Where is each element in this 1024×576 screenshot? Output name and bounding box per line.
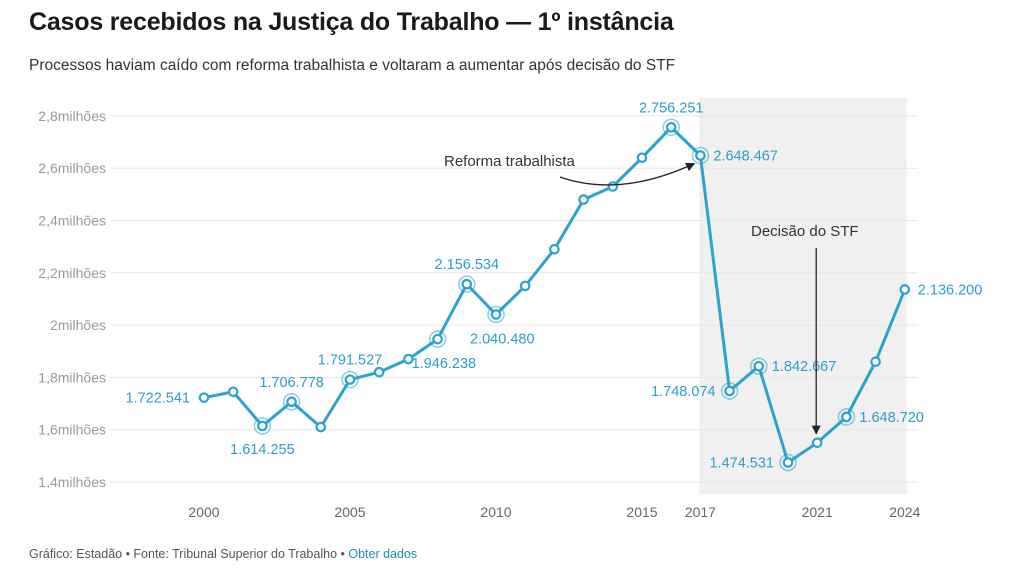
data-point [461,278,473,290]
footer-credit: Gráfico: Estadão • Fonte: Tribunal Super… [29,547,349,561]
data-label: 1.648.720 [859,410,924,426]
x-tick-label: 2017 [685,504,716,520]
data-label: 2.648.467 [713,149,778,165]
data-label: 1.946.238 [412,356,477,372]
y-tick-label: 2milhões [50,317,106,333]
data-label: 2.756.251 [639,100,704,116]
data-point [198,392,210,403]
data-point-halo [341,370,359,389]
data-point [695,150,706,161]
data-point [753,360,765,372]
data-label: 2.040.480 [470,332,535,348]
data-label: 2.156.534 [435,257,500,273]
data-label: 1.614.255 [230,442,295,458]
data-label: 1.748.074 [651,384,716,400]
data-point-halo [750,357,768,375]
data-point-halo [779,453,797,472]
data-label: 1.722.541 [125,391,190,407]
x-tick-label: 2010 [480,504,511,520]
data-label: 1.474.531 [709,456,774,472]
y-tick-label: 1,4milhões [38,474,106,490]
data-point [899,284,911,295]
x-tick-label: 2005 [334,504,365,520]
data-point [286,396,297,408]
y-tick-label: 2,4milhões [38,213,106,229]
data-point [432,333,443,345]
data-point-halo [662,118,680,137]
y-tick-label: 1,6milhões [38,422,106,438]
data-point [607,181,619,192]
data-point [549,243,560,255]
data-point [724,385,735,397]
y-tick-label: 2,2milhões [38,265,106,281]
data-label: 1.706.778 [259,375,324,391]
data-point [373,366,385,378]
data-point-halo [458,275,476,293]
data-point-halo [253,417,272,435]
data-point [578,194,589,205]
data-point [841,411,852,423]
chart-title: Casos recebidos na Justiça do Trabalho —… [29,8,674,36]
annotation-arrow [559,162,696,186]
x-tick-label: 2024 [889,504,920,520]
x-tick-label: 2015 [626,504,657,520]
data-point [782,457,794,468]
data-point-halo [691,146,710,165]
chart-subtitle: Processos haviam caído com reforma traba… [29,57,676,74]
data-point [257,420,268,432]
data-point-halo [428,330,447,348]
y-tick-label: 1,8milhões [38,369,106,385]
data-point [811,437,823,449]
data-point [636,152,648,164]
data-point [665,122,677,133]
data-label: 1.791.527 [318,353,383,369]
data-label: 1.842.667 [772,359,837,375]
x-tick-label: 2021 [802,504,833,520]
data-point [519,280,531,292]
data-point-halo [720,382,739,400]
annotation-label: Reforma trabalhista [444,153,576,170]
data-point [870,356,881,368]
data-label: 2.136.200 [918,282,983,298]
data-point-halo [487,305,505,324]
data-point [403,353,414,365]
data-point [227,386,239,398]
data-point [490,309,502,320]
y-tick-label: 2,8milhões [38,108,106,124]
annotation-label: Decisão do STF [751,223,859,240]
highlight-band [699,98,907,494]
x-tick-label: 2000 [188,504,219,520]
data-point [344,374,356,385]
footer: Gráfico: Estadão • Fonte: Tribunal Super… [29,547,417,561]
line-chart: 1,4milhões 1,6milhões 1,8milhões 2milhões 2,… [38,98,983,520]
data-point-halo [282,393,301,411]
y-tick-label: 2,6milhões [38,160,106,176]
data-point-halo [837,408,856,426]
get-data-link[interactable]: Obter dados [348,547,418,561]
data-point [315,421,327,433]
